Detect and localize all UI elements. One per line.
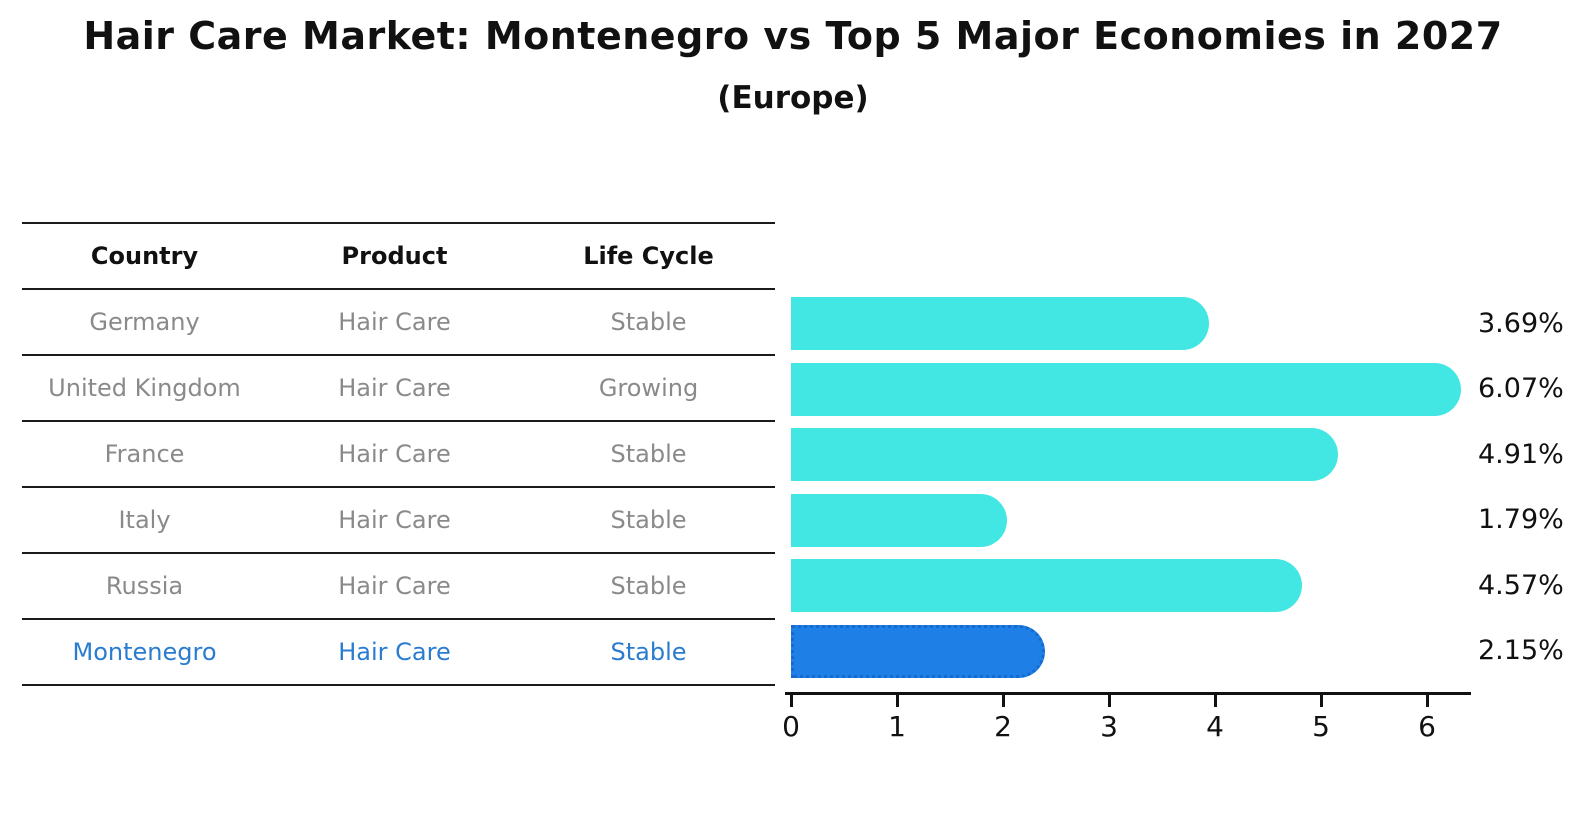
x-axis-tick xyxy=(789,695,793,707)
bar-germany xyxy=(791,297,1209,350)
cell-lifecycle: Growing xyxy=(598,374,699,402)
table-row: France Hair Care Stable xyxy=(22,422,775,488)
value-label: 1.79% xyxy=(1478,504,1564,535)
cell-country: Russia xyxy=(105,572,184,600)
x-axis-tick xyxy=(1425,695,1429,707)
value-label: 3.69% xyxy=(1478,307,1564,339)
cell-country: United Kingdom xyxy=(48,374,241,402)
cell-lifecycle: Stable xyxy=(610,506,687,534)
cell-lifecycle: Stable xyxy=(610,440,687,468)
x-axis-tick xyxy=(1319,695,1323,707)
x-axis-tick xyxy=(895,695,899,707)
x-axis-tick xyxy=(1001,695,1005,707)
value-label: 6.07% xyxy=(1478,373,1564,404)
country-table: Country Product Life Cycle Germany Hair … xyxy=(22,222,775,686)
bar-russia xyxy=(791,559,1302,612)
cell-country: France xyxy=(104,440,185,468)
column-header-product: Product xyxy=(341,242,448,270)
cell-lifecycle: Stable xyxy=(610,572,687,600)
bar-italy xyxy=(791,493,1008,547)
x-axis-tick-label: 2 xyxy=(994,710,1012,743)
bar-france xyxy=(791,428,1338,481)
table-header-row: Country Product Life Cycle xyxy=(22,222,775,290)
table-row: Germany Hair Care Stable xyxy=(22,290,775,356)
column-header-lifecycle: Life Cycle xyxy=(583,242,714,270)
x-axis-tick-label: 0 xyxy=(782,710,800,743)
cell-country: Montenegro xyxy=(72,638,217,666)
table-row: Italy Hair Care Stable xyxy=(22,488,775,554)
bar-montenegro xyxy=(791,624,1046,678)
cell-product: Hair Care xyxy=(338,506,451,534)
cell-lifecycle: Stable xyxy=(610,308,687,336)
cell-country: Italy xyxy=(118,506,171,534)
table-row: Russia Hair Care Stable xyxy=(22,554,775,620)
x-axis-tick xyxy=(1213,695,1217,707)
page-subtitle: (Europe) xyxy=(717,80,869,116)
cell-product: Hair Care xyxy=(338,308,451,336)
x-axis-tick-label: 5 xyxy=(1312,710,1330,743)
cell-product: Hair Care xyxy=(338,638,451,666)
x-axis-tick-label: 4 xyxy=(1206,710,1224,743)
value-label: 4.91% xyxy=(1478,438,1564,470)
bar-united-kingdom xyxy=(791,362,1461,416)
x-axis-tick xyxy=(1107,695,1111,707)
cell-product: Hair Care xyxy=(338,374,451,402)
x-axis-line xyxy=(785,692,1471,695)
column-header-country: Country xyxy=(90,242,199,270)
table-row: United Kingdom Hair Care Growing xyxy=(22,356,775,422)
page-title: Hair Care Market: Montenegro vs Top 5 Ma… xyxy=(83,14,1503,58)
x-axis-tick-label: 1 xyxy=(888,710,906,743)
value-label: 4.57% xyxy=(1478,569,1564,601)
table-row: Montenegro Hair Care Stable xyxy=(22,620,775,686)
cell-country: Germany xyxy=(89,308,200,336)
cell-product: Hair Care xyxy=(338,440,451,468)
x-axis-tick-label: 6 xyxy=(1418,710,1436,743)
x-axis-tick-label: 3 xyxy=(1100,710,1118,743)
cell-product: Hair Care xyxy=(338,572,451,600)
cell-lifecycle: Stable xyxy=(610,638,687,666)
value-label: 2.15% xyxy=(1478,635,1564,666)
